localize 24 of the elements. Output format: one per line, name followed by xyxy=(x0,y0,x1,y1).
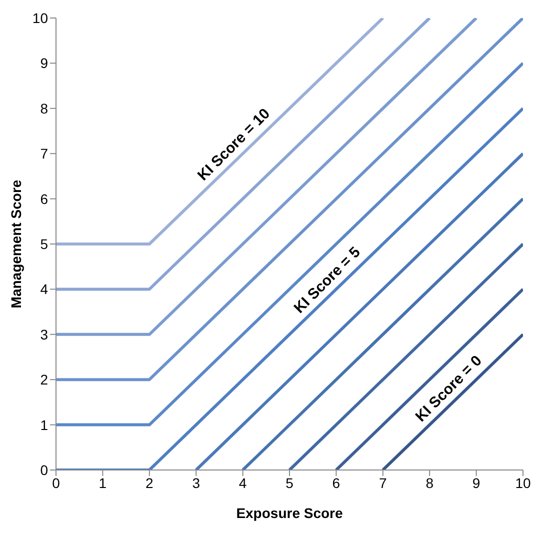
x-tick-label: 10 xyxy=(515,474,531,491)
y-tick-label: 2 xyxy=(40,372,48,388)
x-tick-label: 5 xyxy=(286,474,294,491)
y-tick-label: 3 xyxy=(40,326,48,342)
x-tick-label: 4 xyxy=(238,474,247,491)
y-tick-label: 7 xyxy=(40,146,48,162)
y-tick-label: 8 xyxy=(40,100,48,116)
x-tick-label: 9 xyxy=(472,474,480,491)
y-tick-label: 4 xyxy=(40,281,48,298)
x-tick-label: 8 xyxy=(426,474,434,491)
x-tick-label: 2 xyxy=(146,474,154,491)
y-tick-label: 10 xyxy=(32,10,48,26)
x-tick-label: 0 xyxy=(52,474,60,491)
y-tick-label: 6 xyxy=(40,190,48,207)
y-tick-label: 1 xyxy=(40,416,48,433)
y-tick-label: 9 xyxy=(40,55,48,72)
y-tick-label: 0 xyxy=(40,462,48,478)
x-tick-label: 3 xyxy=(192,474,200,491)
y-axis-title: Management Score xyxy=(8,180,24,308)
x-tick-label: 1 xyxy=(98,474,107,491)
y-tick-label: 5 xyxy=(40,236,48,252)
x-tick-label: 6 xyxy=(332,474,340,491)
x-axis-title: Exposure Score xyxy=(236,505,344,521)
x-tick-label: 7 xyxy=(379,474,387,491)
